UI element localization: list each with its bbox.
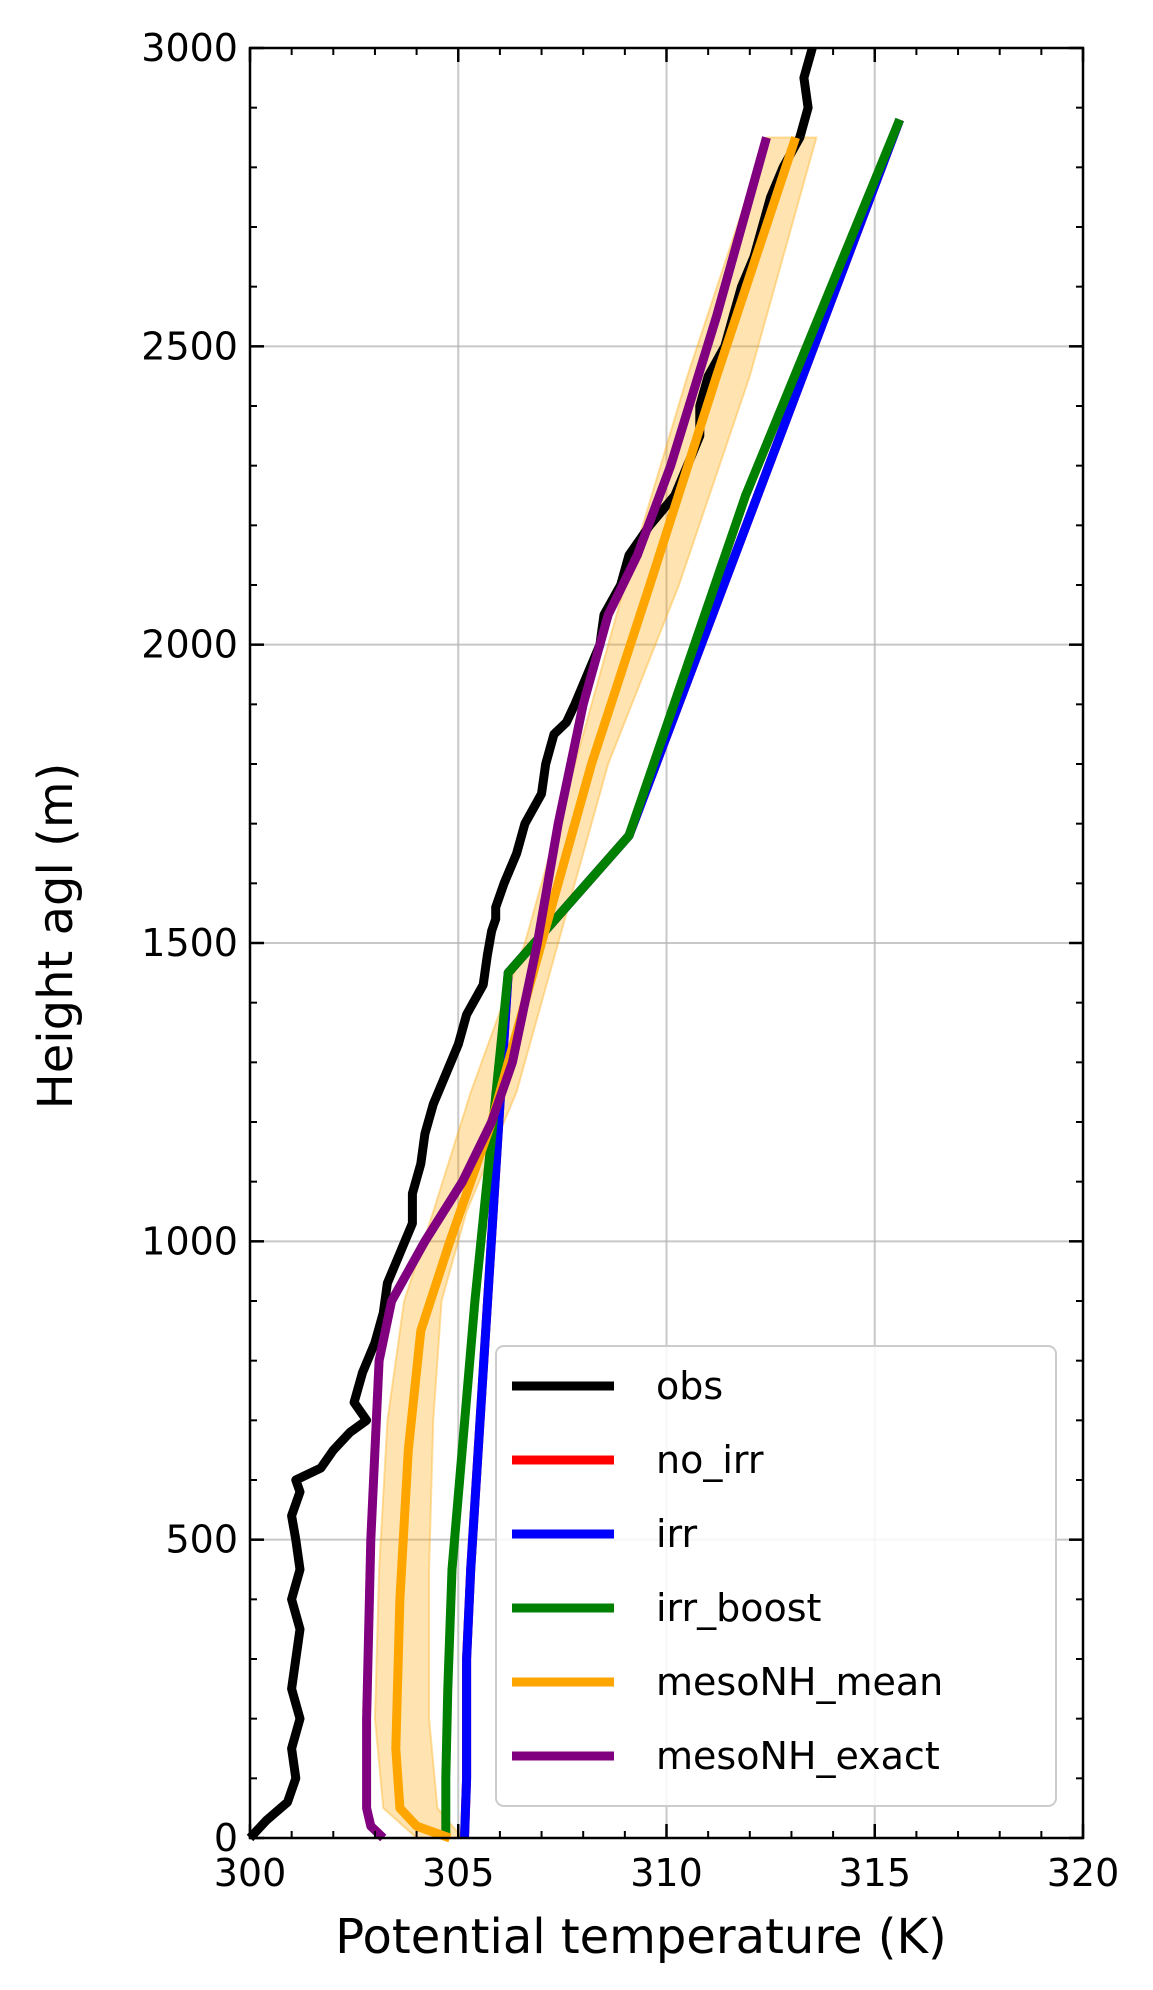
band-area: [373, 136, 818, 1839]
x-tick-label: 310: [630, 1851, 703, 1895]
x-axis-label: Potential temperature (K): [335, 1909, 946, 1965]
y-tick-label: 1000: [141, 1219, 238, 1263]
y-tick-label: 3000: [141, 26, 238, 70]
legend-label-irr: irr: [656, 1512, 698, 1556]
series-lines: [246, 46, 904, 1843]
y-axis-label: Height agl (m): [28, 763, 84, 1110]
legend-label-no-irr: no_irr: [656, 1438, 764, 1482]
legend-label-obs: obs: [656, 1364, 723, 1408]
y-tick-label: 0: [214, 1816, 238, 1860]
series-line-mesoNH-exact: [362, 136, 771, 1842]
legend-label-mesoNH-exact: mesoNH_exact: [656, 1734, 940, 1778]
x-tick-label: 315: [838, 1851, 911, 1895]
legend-label-irr-boost: irr_boost: [656, 1586, 821, 1630]
legend-label-mesoNH-mean: mesoNH_mean: [656, 1660, 943, 1704]
x-tick-label: 300: [214, 1851, 287, 1895]
y-tick-label: 2500: [141, 324, 238, 368]
axis-ticks: 300 305 310 315 320 0 500 1000 1500 2000 2500 3000: [141, 26, 1119, 1895]
y-tick-label: 2000: [141, 623, 238, 667]
y-tick-label: 1500: [141, 921, 238, 965]
series-line-mesoNH-mean: [391, 136, 800, 1843]
x-tick-label: 320: [1047, 1851, 1120, 1895]
series-line-obs: [246, 46, 817, 1842]
mesoNH-mean-band: [373, 136, 818, 1839]
legend-box: [495, 1345, 1057, 1807]
series-line-irr-boost: [441, 117, 904, 1838]
y-tick-label: 500: [165, 1518, 238, 1562]
x-tick-label: 305: [422, 1851, 495, 1895]
